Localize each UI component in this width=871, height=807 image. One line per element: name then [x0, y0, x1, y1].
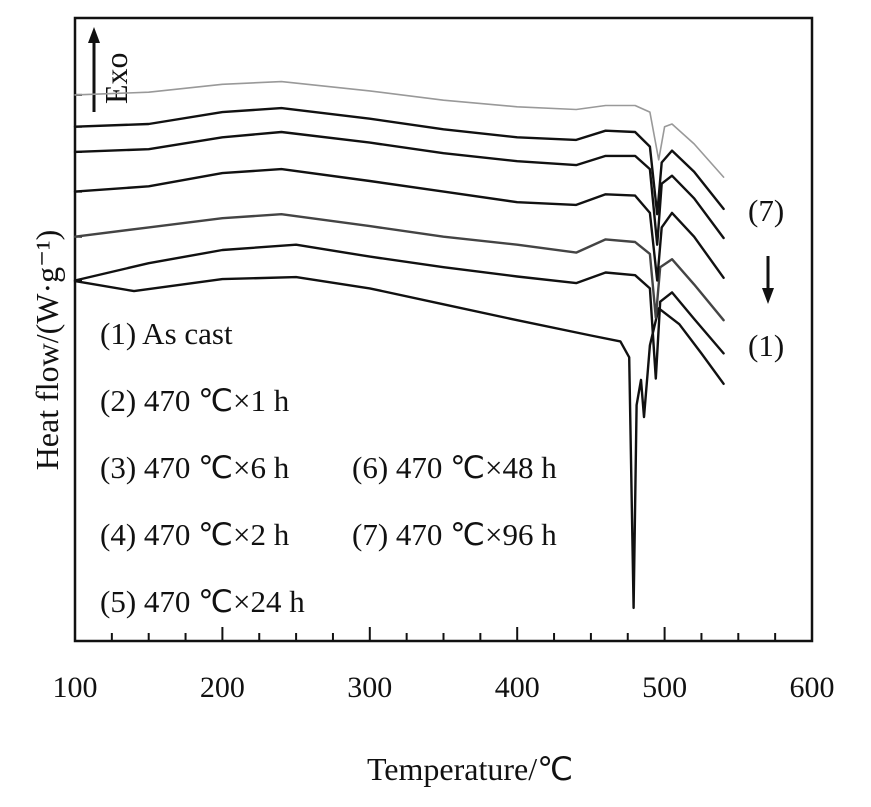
legend-entry-4: (4) 470 ℃×2 h [100, 517, 290, 552]
order-arrow-head [762, 288, 774, 304]
series-order-indicator: (7) (1) [748, 193, 784, 363]
legend-entry-6: (6) 470 ℃×48 h [352, 450, 557, 485]
x-tick-label-400: 400 [495, 671, 540, 704]
y-axis-title: Heat flow/(W·g⁻¹) [29, 230, 65, 471]
legend-entry-5: (5) 470 ℃×24 h [100, 584, 305, 619]
legend-entry-7: (7) 470 ℃×96 h [352, 517, 557, 552]
order-top-label: (7) [748, 193, 784, 228]
series-line-3 [73, 213, 725, 322]
series-line-6 [73, 106, 725, 216]
x-tick-label-500: 500 [642, 671, 687, 704]
legend-entry-2: (2) 470 ℃×1 h [100, 383, 290, 418]
series-line-4 [73, 167, 725, 282]
x-axis-tick-labels: 100 200 300 400 500 600 [53, 671, 835, 704]
exo-indicator: Exo [88, 27, 134, 112]
legend-entry-1: (1) As cast [100, 316, 233, 351]
legend-entry-3: (3) 470 ℃×6 h [100, 450, 290, 485]
x-axis-title: Temperature/℃ [367, 751, 573, 787]
x-axis-ticks [74, 627, 813, 641]
series-line-2 [73, 243, 725, 380]
series-line-7 [74, 80, 725, 178]
x-tick-label-100: 100 [53, 671, 98, 704]
series-group [73, 80, 725, 610]
exo-arrow-head [88, 27, 100, 43]
x-tick-label-200: 200 [200, 671, 245, 704]
order-bottom-label: (1) [748, 328, 784, 363]
x-tick-label-300: 300 [347, 671, 392, 704]
series-line-5 [73, 130, 725, 246]
exo-label: Exo [98, 52, 134, 104]
legend: (1) As cast (2) 470 ℃×1 h (3) 470 ℃×6 h … [100, 316, 557, 619]
x-tick-label-600: 600 [790, 671, 835, 704]
